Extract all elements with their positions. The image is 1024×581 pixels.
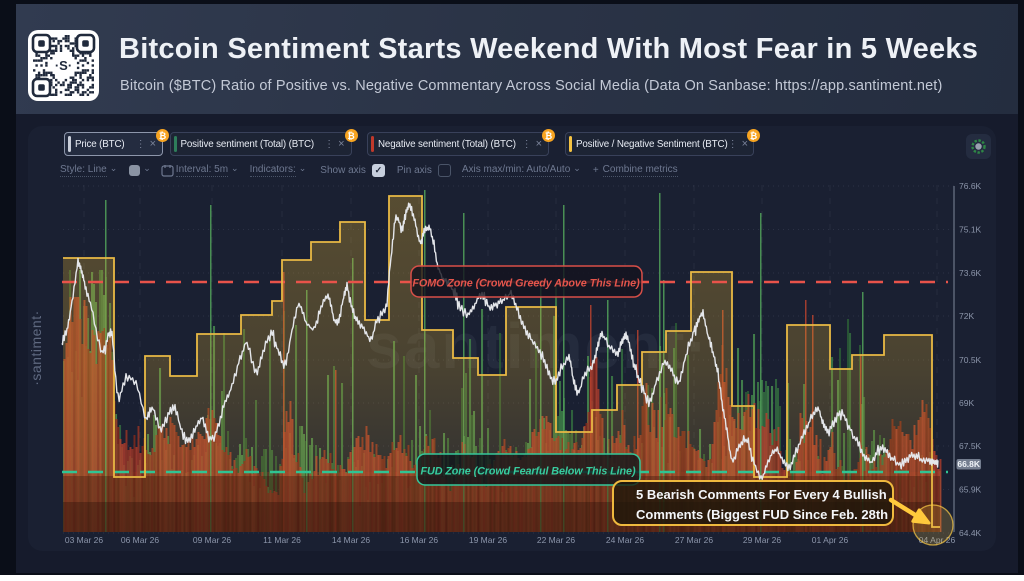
svg-text:75.1K: 75.1K <box>959 225 982 235</box>
svg-text:·S·: ·S· <box>55 58 72 73</box>
svg-text:19 Mar 26: 19 Mar 26 <box>469 535 508 545</box>
svg-text:04 Apr 26: 04 Apr 26 <box>919 535 956 545</box>
svg-text:73.6K: 73.6K <box>959 268 982 278</box>
svg-text:24 Mar 26: 24 Mar 26 <box>606 535 645 545</box>
svg-text:29 Mar 26: 29 Mar 26 <box>743 535 782 545</box>
svg-text:5 Bearish Comments For Every 4: 5 Bearish Comments For Every 4 Bullish <box>636 487 887 502</box>
svg-text:65.9K: 65.9K <box>959 485 982 495</box>
svg-text:22 Mar 26: 22 Mar 26 <box>537 535 576 545</box>
svg-text:14 Mar 26: 14 Mar 26 <box>332 535 371 545</box>
svg-text:11 Mar 26: 11 Mar 26 <box>263 535 301 545</box>
svg-text:03 Mar 26: 03 Mar 26 <box>65 535 104 545</box>
svg-text:16 Mar 26: 16 Mar 26 <box>400 535 439 545</box>
svg-text:01 Apr 26: 01 Apr 26 <box>812 535 849 545</box>
svg-text:72K: 72K <box>959 311 974 321</box>
svg-text:·santiment·: ·santiment· <box>28 310 44 386</box>
svg-text:69K: 69K <box>959 398 974 408</box>
svg-text:09 Mar 26: 09 Mar 26 <box>193 535 232 545</box>
svg-text:76.6K: 76.6K <box>959 181 982 191</box>
svg-text:64.4K: 64.4K <box>959 528 982 538</box>
svg-text:FOMO Zone (Crowd Greedy Above: FOMO Zone (Crowd Greedy Above This Line) <box>412 278 640 290</box>
svg-text:27 Mar 26: 27 Mar 26 <box>675 535 714 545</box>
svg-text:Comments (Biggest FUD Since Fe: Comments (Biggest FUD Since Feb. 28th <box>636 507 888 522</box>
svg-text:67.5K: 67.5K <box>959 441 982 451</box>
svg-text:FUD Zone (Crowd Fearful Below: FUD Zone (Crowd Fearful Below This Line) <box>421 466 636 478</box>
svg-text:70.5K: 70.5K <box>959 355 982 365</box>
svg-text:06 Mar 26: 06 Mar 26 <box>121 535 160 545</box>
svg-text:66.8K: 66.8K <box>957 459 981 469</box>
